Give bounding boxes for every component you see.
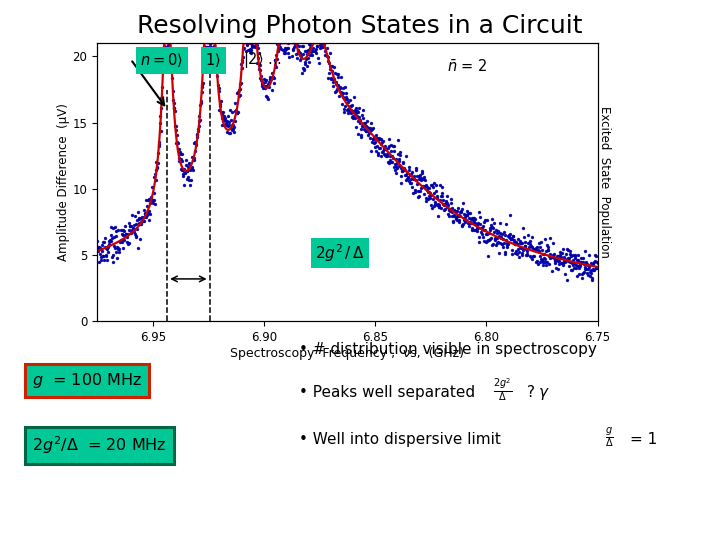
Text: = 1: = 1 [630, 432, 657, 447]
Text: • Well into dispersive limit: • Well into dispersive limit [299, 432, 500, 447]
Text: $1\rangle$: $1\rangle$ [205, 51, 221, 70]
Text: ? $\gamma$: ? $\gamma$ [526, 383, 550, 402]
Text: • Peaks well separated: • Peaks well separated [299, 385, 475, 400]
Y-axis label: Excited  State  Population: Excited State Population [598, 106, 611, 258]
Text: $2g^2\,/\,\Delta$: $2g^2\,/\,\Delta$ [315, 242, 364, 264]
Text: Resolving Photon States in a Circuit: Resolving Photon States in a Circuit [138, 14, 582, 38]
Text: $\frac{2g^2}{\Delta}$: $\frac{2g^2}{\Delta}$ [493, 376, 513, 403]
Text: $2g^2/\Delta$  = 20 MHz: $2g^2/\Delta$ = 20 MHz [32, 435, 167, 456]
X-axis label: Spectroscopy  Frequency ,  νs,  (GHz): Spectroscopy Frequency , νs, (GHz) [230, 347, 464, 360]
Text: $g$  = 100 MHz: $g$ = 100 MHz [32, 371, 143, 390]
Text: $|2\rangle$ ...: $|2\rangle$ ... [243, 50, 282, 71]
Y-axis label: Amplitude Difference  (μV): Amplitude Difference (μV) [57, 103, 70, 261]
Text: $\frac{g}{\Delta}$: $\frac{g}{\Delta}$ [605, 426, 613, 449]
Text: $\bar{n}$ = 2: $\bar{n}$ = 2 [448, 59, 488, 76]
Text: • # distribution visible in spectroscopy: • # distribution visible in spectroscopy [299, 342, 597, 357]
Text: $n{=}0\rangle$: $n{=}0\rangle$ [140, 51, 184, 70]
